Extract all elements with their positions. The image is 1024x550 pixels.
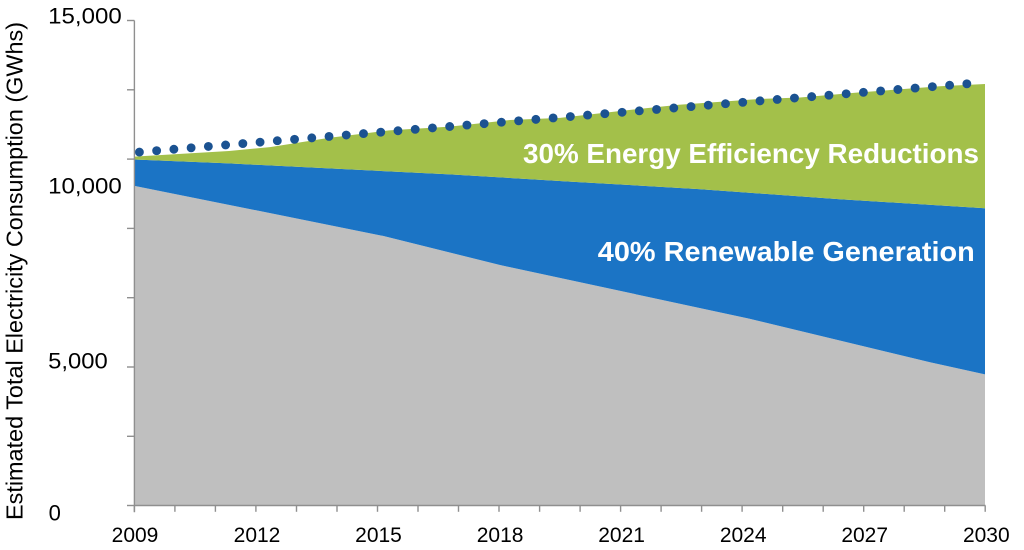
svg-text:5,000: 5,000 <box>48 349 107 374</box>
svg-text:10,000: 10,000 <box>48 174 122 199</box>
svg-text:2009: 2009 <box>112 524 159 547</box>
svg-text:2024: 2024 <box>720 524 767 547</box>
svg-text:2018: 2018 <box>477 524 524 547</box>
svg-text:2015: 2015 <box>355 524 402 547</box>
svg-text:2030: 2030 <box>963 524 1010 547</box>
svg-text:15,000: 15,000 <box>48 3 122 28</box>
svg-text:0: 0 <box>49 500 61 525</box>
svg-text:Estimated Total Electricity Co: Estimated Total Electricity Consumption … <box>2 22 28 520</box>
svg-text:2021: 2021 <box>598 524 645 547</box>
svg-text:40% Renewable Generation: 40% Renewable Generation <box>598 236 975 267</box>
svg-text:2027: 2027 <box>841 524 888 547</box>
svg-text:30% Energy Efficiency Reductio: 30% Energy Efficiency Reductions <box>523 138 979 169</box>
svg-text:2012: 2012 <box>234 524 281 547</box>
